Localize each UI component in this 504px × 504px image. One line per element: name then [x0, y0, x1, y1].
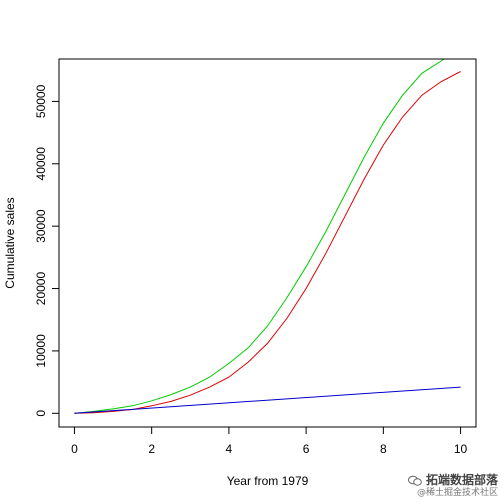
y-tick-label: 10000: [34, 334, 48, 368]
watermark-line2: @稀土掘金技术社区: [416, 487, 498, 498]
y-tick-label: 0: [34, 410, 48, 417]
x-axis-title: Year from 1979: [227, 474, 309, 488]
x-tick-label: 4: [226, 442, 233, 456]
x-tick-label: 0: [71, 442, 78, 456]
y-tick-label: 30000: [34, 209, 48, 243]
watermark: 拓端数据部落 @稀土掘金技术社区: [407, 472, 498, 498]
y-axis-title: Cumulative sales: [3, 197, 17, 288]
x-tick-label: 8: [380, 442, 387, 456]
watermark-line1: 拓端数据部落: [425, 472, 498, 487]
x-tick-label: 2: [148, 442, 155, 456]
series-lines: [74, 59, 461, 414]
x-tick-label: 10: [454, 442, 468, 456]
y-tick-label: 40000: [34, 147, 48, 181]
y-tick-label: 50000: [34, 84, 48, 118]
plot-frame: [58, 58, 477, 428]
series-line-3: [74, 386, 461, 414]
series-line-1: [74, 59, 445, 414]
axis-ticks: 0 2 4 6 8 10 0 10000 20000 30000 40000 50000: [34, 84, 468, 456]
chat-bubble-icon: [407, 475, 422, 486]
x-tick-label: 6: [303, 442, 310, 456]
y-tick-label: 20000: [34, 272, 48, 306]
series-line-2: [74, 71, 461, 414]
